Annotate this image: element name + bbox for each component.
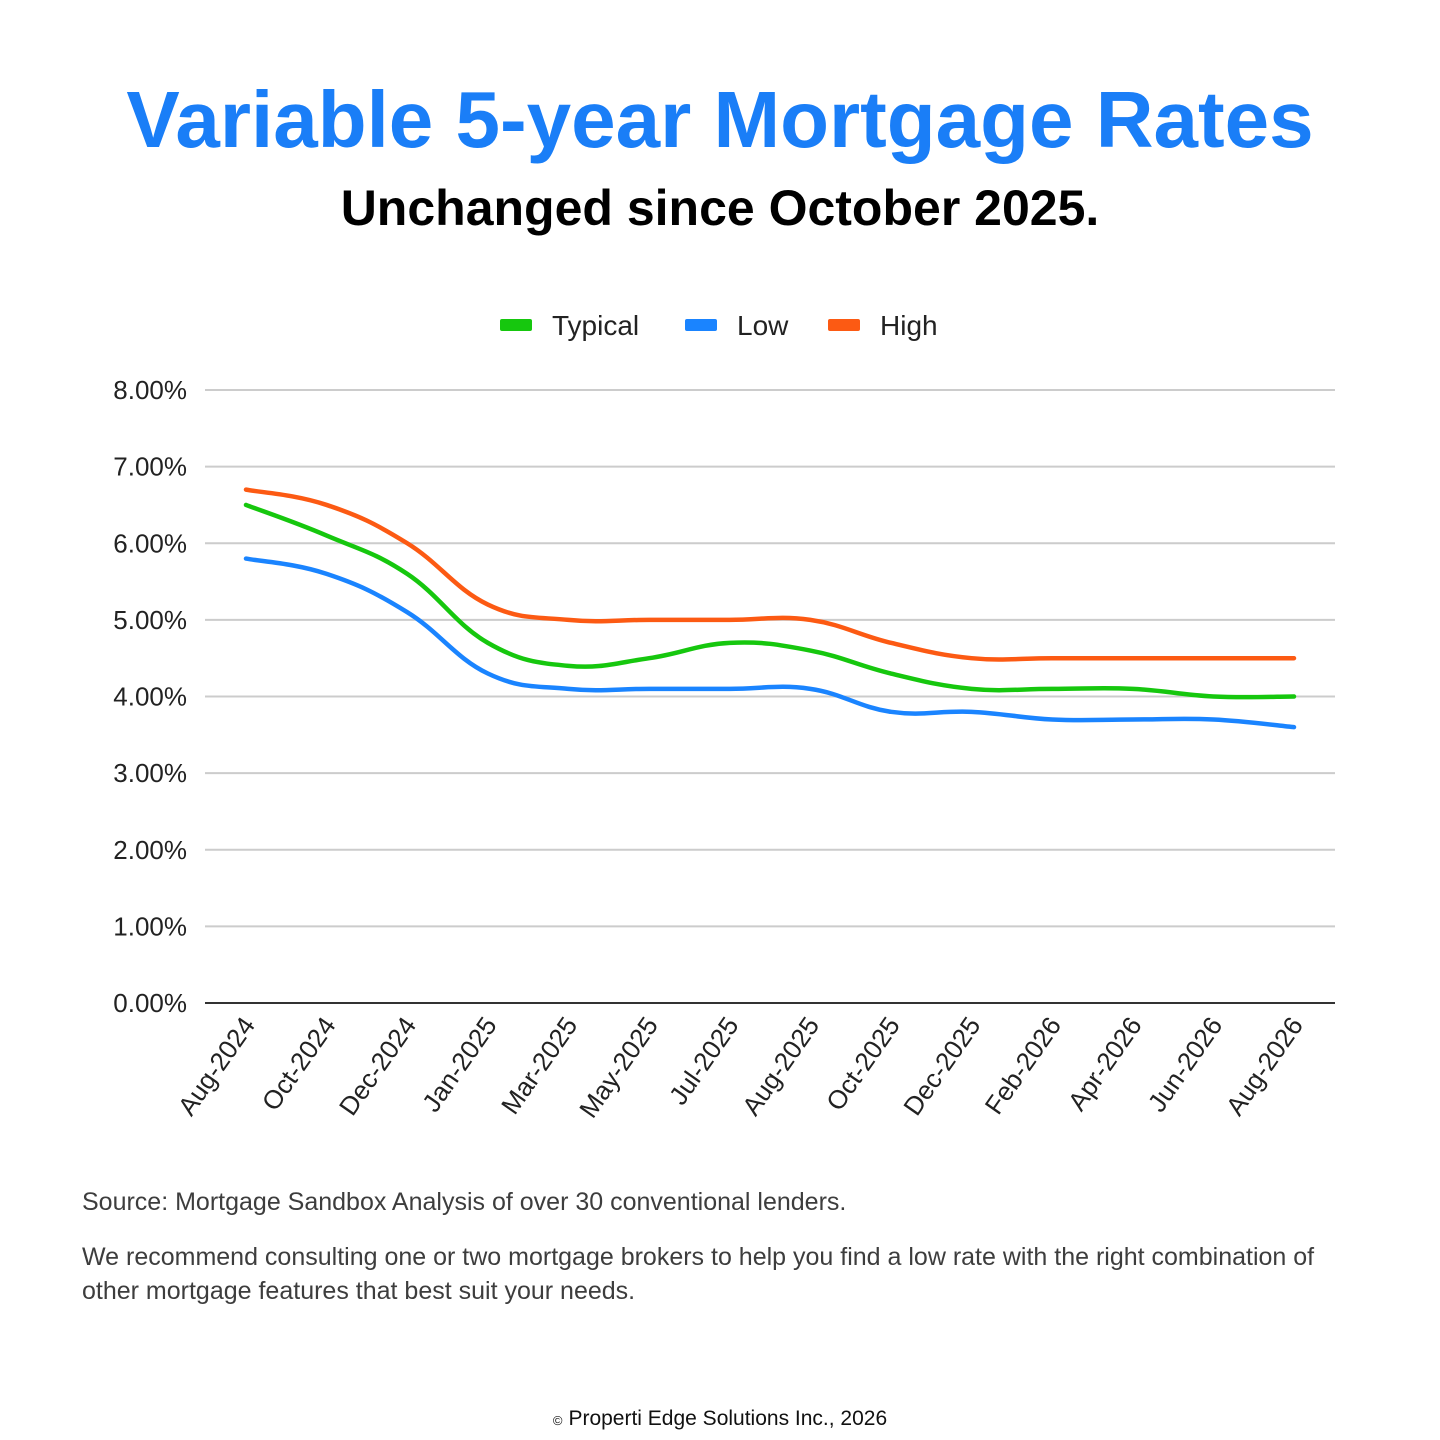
- x-tick-label: Jan-2025: [416, 1011, 503, 1117]
- x-tick-label: Oct-2025: [820, 1011, 906, 1116]
- x-tick-label: Aug-2026: [1220, 1011, 1309, 1121]
- x-tick-label: Apr-2026: [1062, 1011, 1148, 1116]
- chart-title: Variable 5-year Mortgage Rates: [126, 75, 1314, 164]
- copyright-footer: © Properti Edge Solutions Inc., 2026: [0, 1404, 1440, 1436]
- y-tick-label: 1.00%: [113, 911, 187, 941]
- x-tick-label: Aug-2024: [172, 1011, 261, 1121]
- series-line-low: [243, 556, 1297, 730]
- y-tick-label: 0.00%: [113, 988, 187, 1018]
- legend-swatch-typical: [500, 319, 532, 331]
- x-tick-label: Oct-2024: [256, 1011, 342, 1116]
- y-tick-label: 2.00%: [113, 835, 187, 865]
- chart-subtitle: Unchanged since October 2025.: [340, 180, 1100, 236]
- y-tick-label: 6.00%: [113, 528, 187, 558]
- line-chart: Typical Low High 0.00% 1.00% 2.00% 3.00% 4.00%…: [113, 310, 1335, 1123]
- copyright-symbol: ©: [552, 1413, 563, 1428]
- x-tick-label: Jul-2025: [663, 1011, 745, 1110]
- y-tick-label: 7.00%: [113, 452, 187, 482]
- legend-label-typical: Typical: [552, 310, 639, 341]
- legend-label-low: Low: [737, 310, 789, 341]
- x-tick-label: May-2025: [573, 1011, 664, 1123]
- gridlines: [205, 389, 1335, 1004]
- recommendation-note: We recommend consulting one or two mortg…: [82, 1243, 1315, 1305]
- x-axis: Aug-2024Oct-2024Dec-2024Jan-2025Mar-2025…: [172, 1011, 1309, 1123]
- series-lines: [243, 487, 1297, 730]
- y-tick-label: 3.00%: [113, 758, 187, 788]
- series-line-high: [243, 487, 1297, 662]
- legend-swatch-high: [828, 319, 860, 331]
- series-line-typical: [243, 502, 1297, 700]
- source-note: Source: Mortgage Sandbox Analysis of ove…: [82, 1188, 847, 1216]
- y-tick-label: 4.00%: [113, 682, 187, 712]
- x-tick-label: Jun-2026: [1142, 1011, 1229, 1117]
- x-tick-label: Dec-2024: [333, 1011, 422, 1121]
- x-tick-label: Aug-2025: [736, 1011, 825, 1121]
- legend-label-high: High: [880, 310, 938, 341]
- legend-swatch-low: [685, 319, 717, 331]
- chart-legend: Typical Low High: [500, 310, 938, 341]
- y-axis: 0.00% 1.00% 2.00% 3.00% 4.00% 5.00% 6.00% 7.00%…: [113, 375, 187, 1018]
- x-tick-label: Dec-2025: [897, 1011, 986, 1121]
- y-tick-label: 8.00%: [113, 375, 187, 405]
- y-tick-label: 5.00%: [113, 605, 187, 635]
- x-tick-label: Mar-2025: [495, 1011, 583, 1119]
- copyright-text: Properti Edge Solutions Inc., 2026: [568, 1407, 888, 1430]
- x-tick-label: Feb-2026: [979, 1011, 1067, 1119]
